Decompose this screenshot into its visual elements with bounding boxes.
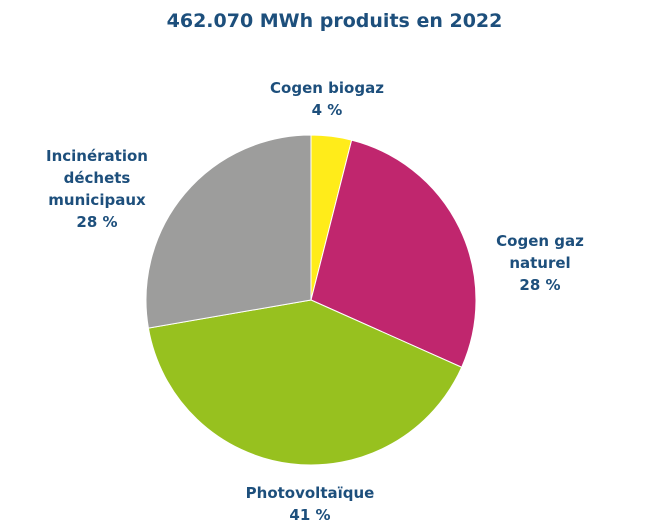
value-label: 41 % (289, 506, 331, 524)
pie-slice (147, 299, 463, 466)
value-label: 28 % (519, 276, 561, 294)
value-label: 4 % (311, 101, 343, 119)
category-label: Cogen gaz naturel (496, 232, 584, 272)
pie-slice (145, 134, 312, 329)
slice-label: Cogen biogaz 4 % (257, 77, 397, 121)
category-label: Photovoltaïque (245, 484, 375, 502)
pie-slice (310, 139, 477, 368)
value-label: 28 % (76, 213, 118, 231)
chart-title: 462.070 MWh produits en 2022 (166, 10, 503, 32)
slice-label: Cogen gaz naturel 28 % (480, 230, 600, 296)
category-label: Incinération déchets municipaux (46, 147, 148, 209)
slice-label: Incinération déchets municipaux 28 % (37, 145, 157, 233)
slice-label: Photovoltaïque 41 % (220, 482, 400, 524)
category-label: Cogen biogaz (270, 79, 384, 97)
